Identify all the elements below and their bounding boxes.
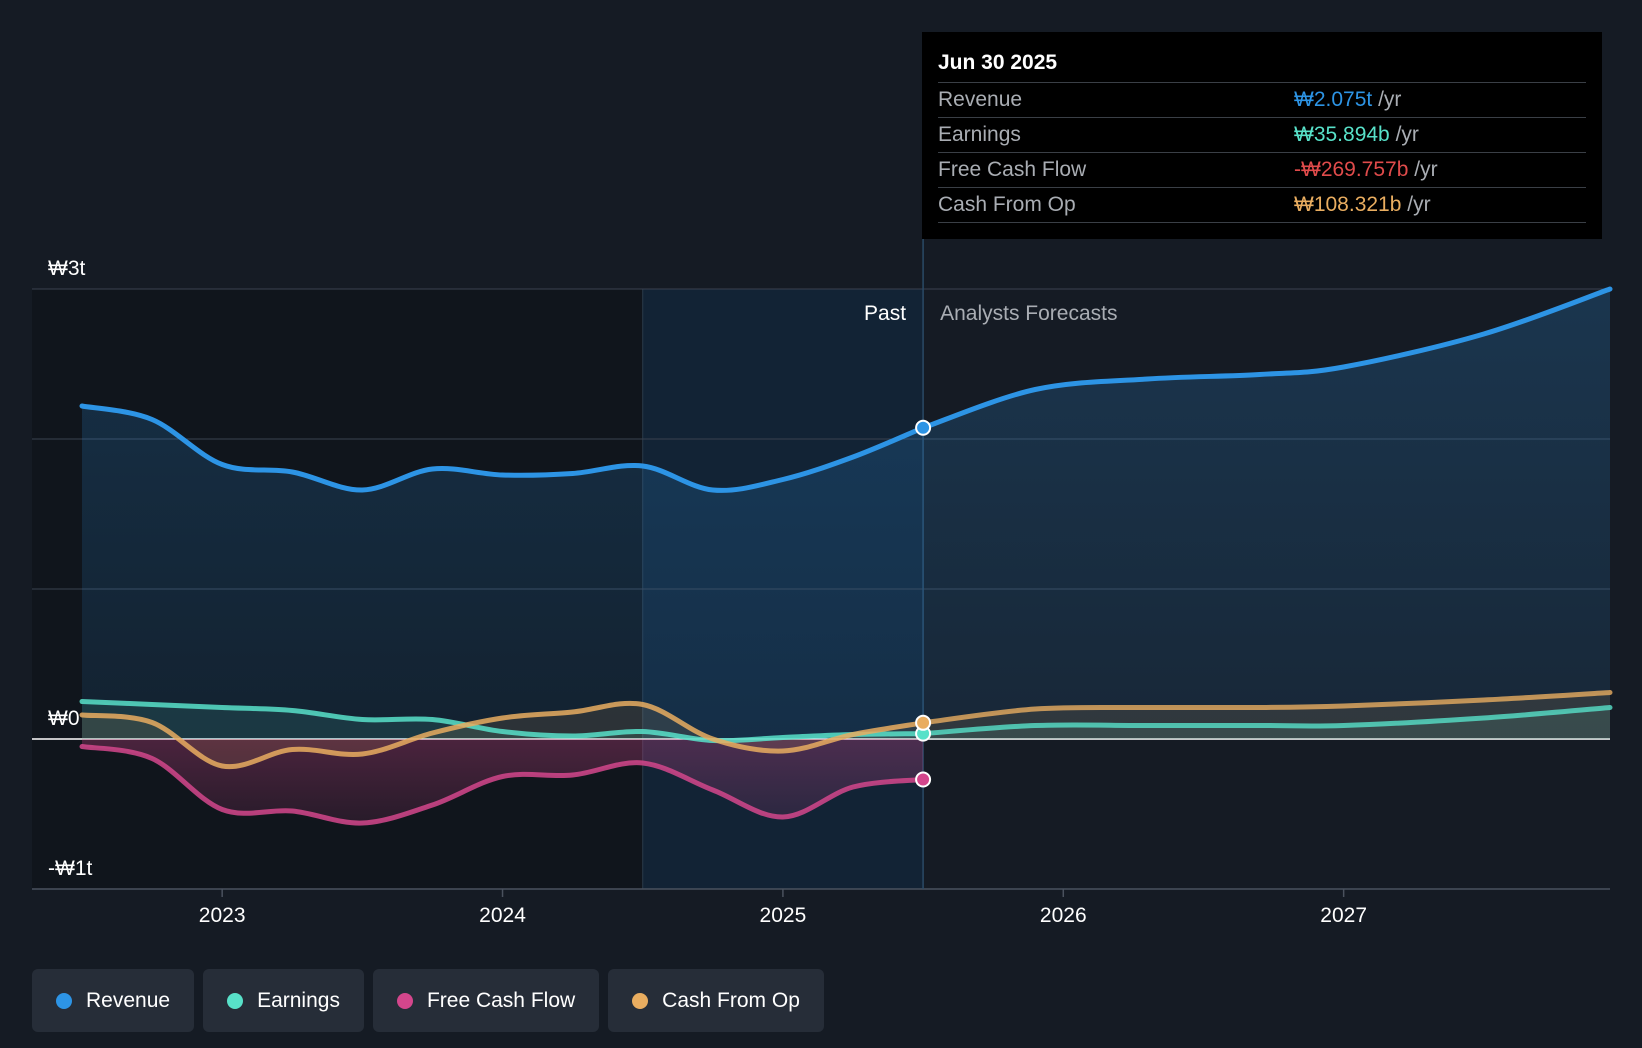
legend-dot-earnings: [227, 992, 244, 1009]
tooltip-fcf-label: Free Cash Flow: [938, 158, 1087, 181]
tooltip-row-cash-from-op: Cash From Op ₩108.321b /yr: [938, 188, 1586, 223]
line-forecast-revenue: [920, 286, 1613, 431]
tooltip-cfo-value-group: ₩108.321b /yr: [1294, 188, 1431, 222]
marker-cash-from-op: [915, 714, 932, 731]
tooltip-fcf-value: -₩269.757b: [1294, 158, 1409, 181]
tooltip-cfo-value: ₩108.321b: [1294, 193, 1402, 216]
y-tick-label-2: -₩1t: [48, 857, 92, 880]
line-past-revenue: [79, 403, 926, 493]
x-tick-label-1: 2024: [479, 904, 526, 927]
chart-legend: Revenue Earnings Free Cash Flow Cash Fro…: [32, 969, 824, 1032]
tooltip-fcf-value-group: -₩269.757b /yr: [1294, 153, 1438, 187]
legend-item-free-cash-flow[interactable]: Free Cash Flow: [372, 969, 600, 1032]
tooltip-row-revenue: Revenue ₩2.075t /yr: [938, 83, 1586, 118]
line-forecast-cash-from-op: [920, 690, 1613, 726]
legend-label-earnings: Earnings: [257, 988, 340, 1012]
line-forecast-earnings: [920, 705, 1613, 737]
legend-dot-cash-from-op: [632, 992, 649, 1009]
tooltip-earnings-label: Earnings: [938, 123, 1021, 146]
chart-canvas: ₩3t ₩0 -₩1t 2023 2024 2025 2026 2027 Past Analyst…: [32, 239, 1613, 927]
line-past-earnings: [79, 699, 926, 744]
area-cash-from-op: [82, 692, 1610, 767]
tooltip-date: Jun 30 2025: [938, 46, 1586, 83]
line-past-free-cash-flow: [79, 744, 926, 826]
tooltip-revenue-label: Revenue: [938, 88, 1023, 111]
legend-item-revenue[interactable]: Revenue: [32, 969, 195, 1032]
legend-label-cash-from-op: Cash From Op: [662, 988, 800, 1012]
forecast-label: Analysts Forecasts: [940, 302, 1117, 325]
tooltip-earnings-value-group: ₩35.894b /yr: [1294, 118, 1419, 152]
area-earnings: [82, 701, 1610, 741]
legend-dot-free-cash-flow: [396, 992, 413, 1009]
x-tick-label-2: 2025: [760, 904, 807, 927]
y-tick-label-0: ₩3t: [48, 257, 86, 280]
tooltip-revenue-value-group: ₩2.075t /yr: [1294, 83, 1401, 117]
past-label: Past: [864, 302, 906, 325]
tooltip-row-free-cash-flow: Free Cash Flow -₩269.757b /yr: [938, 153, 1586, 188]
tooltip-revenue-unit: /yr: [1378, 88, 1402, 111]
tooltip-revenue-value: ₩2.075t: [1294, 88, 1373, 111]
x-tick-label-3: 2026: [1040, 904, 1087, 927]
tooltip-cfo-unit: /yr: [1407, 193, 1431, 216]
legend-item-cash-from-op[interactable]: Cash From Op: [608, 969, 824, 1032]
legend-dot-revenue: [56, 992, 72, 1009]
area-free-cash-flow: [82, 739, 924, 824]
tooltip-fcf-unit: /yr: [1414, 158, 1438, 181]
tooltip-earnings-value: ₩35.894b: [1294, 123, 1390, 146]
data-tooltip: Jun 30 2025 Revenue ₩2.075t /yr Earnings…: [922, 32, 1602, 239]
tooltip-cfo-label: Cash From Op: [938, 193, 1076, 216]
area-revenue: [82, 289, 1610, 739]
legend-label-free-cash-flow: Free Cash Flow: [426, 988, 576, 1012]
tooltip-row-earnings: Earnings ₩35.894b /yr: [938, 118, 1586, 153]
legend-label-revenue: Revenue: [86, 988, 171, 1012]
x-tick-label-4: 2027: [1320, 904, 1367, 927]
line-past-cash-from-op: [79, 700, 926, 770]
tooltip-earnings-unit: /yr: [1395, 123, 1419, 146]
marker-free-cash-flow: [915, 771, 932, 788]
legend-item-earnings[interactable]: Earnings: [203, 969, 364, 1032]
marker-revenue: [915, 419, 932, 436]
x-tick-label-0: 2023: [199, 904, 246, 927]
y-tick-label-1: ₩0: [48, 707, 80, 730]
